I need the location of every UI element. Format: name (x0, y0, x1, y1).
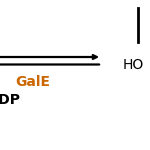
Text: GalE: GalE (15, 75, 51, 89)
Text: HO: HO (123, 57, 144, 72)
Text: UDP: UDP (0, 93, 21, 107)
